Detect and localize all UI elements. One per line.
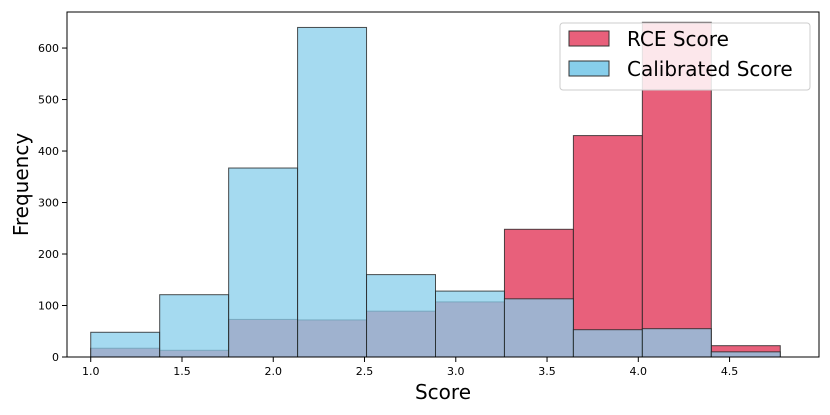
legend-label-calibrated-score: Calibrated Score — [627, 57, 793, 81]
y-tick-label: 200 — [38, 248, 59, 261]
bar-calibrated-score-7 — [572, 329, 643, 358]
x-tick-label: 4.5 — [721, 365, 739, 378]
x-tick-label: 2.5 — [356, 365, 374, 378]
bar-calibrated-score-5 — [434, 290, 505, 358]
y-tick-label: 500 — [38, 94, 59, 107]
x-tick-label: 3.5 — [538, 365, 556, 378]
legend-label-rce-score: RCE Score — [627, 27, 729, 51]
legend-swatch-calibrated-score — [568, 60, 610, 77]
y-tick-label: 0 — [52, 351, 59, 364]
y-axis-label: Frequency — [9, 133, 33, 236]
bar-calibrated-score-6 — [503, 298, 574, 358]
calibrated-score-bars — [90, 26, 781, 358]
y-tick-label: 300 — [38, 197, 59, 210]
y-tick-label: 400 — [38, 145, 59, 158]
y-tick-label: 100 — [38, 300, 59, 313]
bar-calibrated-score-1 — [159, 294, 230, 358]
legend-swatch-rce-score — [568, 30, 610, 47]
x-tick-label: 1.0 — [82, 365, 100, 378]
legend: RCE Score Calibrated Score — [559, 22, 811, 91]
legend-box — [559, 22, 811, 91]
bar-calibrated-score-2 — [228, 167, 299, 358]
bar-calibrated-score-8 — [641, 328, 712, 358]
bar-calibrated-score-9 — [710, 351, 781, 358]
y-axis-ticks: 0 100 200 300 400 500 600 — [38, 42, 67, 364]
bar-calibrated-score-3 — [297, 26, 368, 358]
bar-calibrated-score-0 — [90, 331, 161, 358]
x-tick-label: 3.0 — [447, 365, 465, 378]
x-axis-ticks: 1.0 1.5 2.0 2.5 3.0 3.5 4.0 4.5 — [82, 357, 738, 378]
x-tick-label: 2.0 — [265, 365, 283, 378]
y-tick-label: 600 — [38, 42, 59, 55]
x-tick-label: 1.5 — [173, 365, 191, 378]
x-axis-label: Score — [415, 380, 471, 404]
x-tick-label: 4.0 — [630, 365, 648, 378]
bar-calibrated-score-4 — [366, 274, 436, 358]
plot-frame — [66, 11, 820, 358]
bar-rce-score-7 — [572, 135, 643, 358]
